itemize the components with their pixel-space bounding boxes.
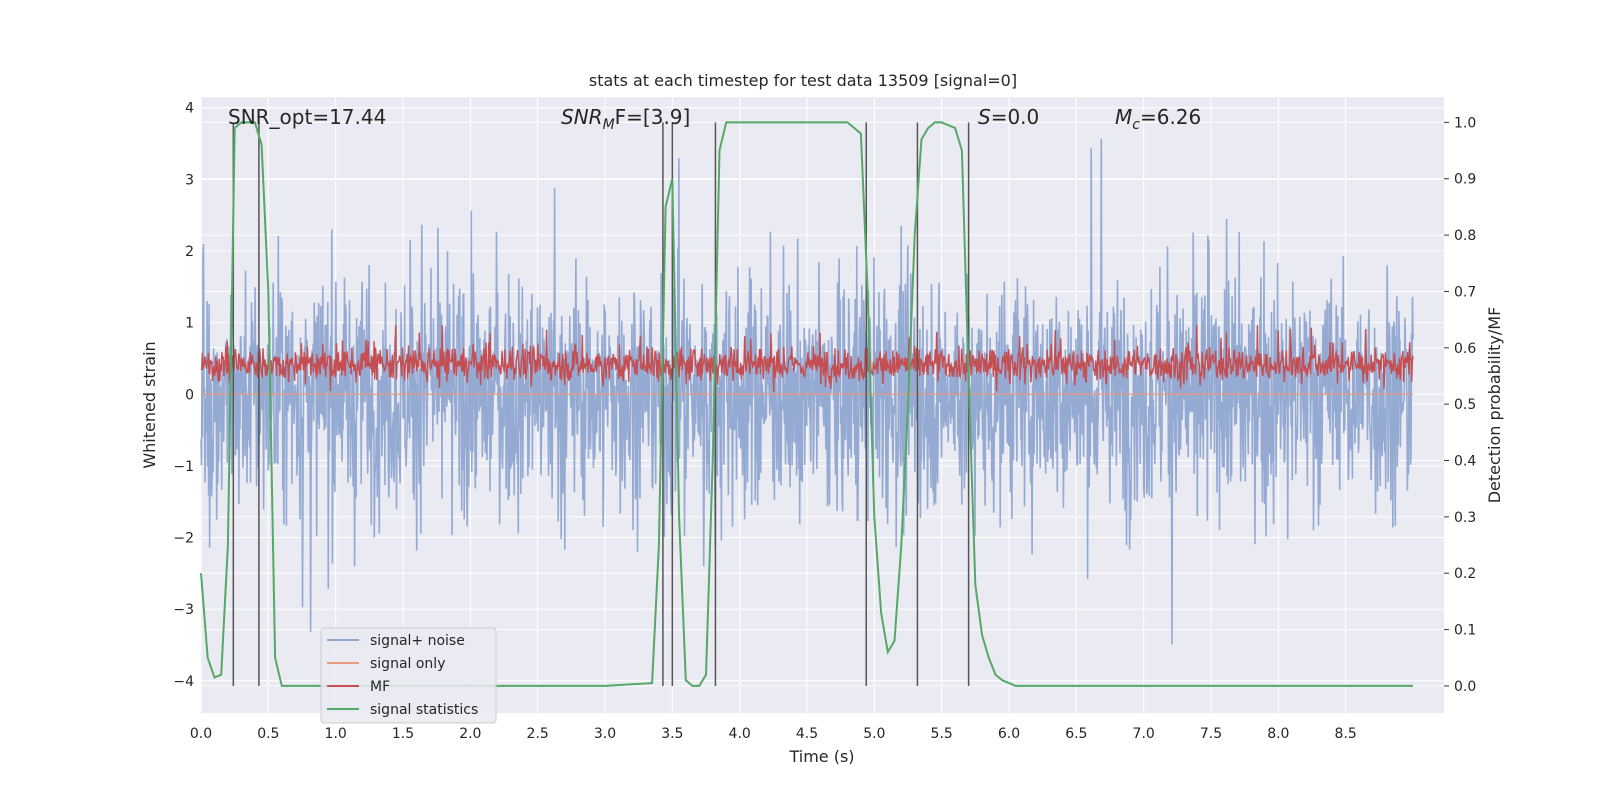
- chart-title: stats at each timestep for test data 135…: [589, 71, 1017, 90]
- mf-line: [200, 325, 1414, 393]
- annotation-s: S=0.0: [978, 105, 1039, 129]
- y-left-tick-label: 4: [185, 101, 194, 117]
- x-tick-label: 3.5: [661, 726, 683, 742]
- annotation-snr-opt: SNR_opt=17.44: [228, 105, 386, 129]
- legend-box: [320, 627, 497, 724]
- y-right-axis-ticks: 1.0 0.9 0.8 0.7 0.6 0.5 0.4 0.3 0.2 0.1 0.0: [1444, 115, 1476, 695]
- y-left-tick-label: 1: [185, 316, 194, 332]
- y-left-tick-label: −2: [173, 531, 194, 547]
- x-tick-label: 5.5: [931, 726, 953, 742]
- mf-series: [200, 325, 1414, 393]
- x-tick-label: 4.5: [796, 726, 818, 742]
- y-right-tick-label: 0.6: [1454, 341, 1476, 357]
- legend-label-signal-plus-noise: signal+ noise: [370, 633, 465, 649]
- snr-mf-sub: M: [603, 117, 615, 133]
- x-tick-label: 5.0: [863, 726, 885, 742]
- y-left-tick-label: 0: [185, 387, 194, 403]
- x-tick-label: 8.5: [1335, 726, 1357, 742]
- y-right-tick-label: 0.1: [1454, 623, 1476, 639]
- annotation-mc: Mc=6.26: [1115, 105, 1201, 133]
- snr-mf-rest: F=[3.9]: [615, 105, 691, 129]
- signal-plus-noise-line: [200, 138, 1414, 645]
- y-left-tick-label: −4: [173, 674, 194, 690]
- vertical-markers: [232, 122, 970, 686]
- x-tick-label: 1.0: [325, 726, 347, 742]
- snr-mf-base: SNR: [561, 105, 603, 129]
- x-tick-label: 4.0: [729, 726, 751, 742]
- x-tick-label: 0.0: [190, 726, 212, 742]
- signal-statistics-series: [200, 121, 1413, 687]
- y-right-tick-label: 0.8: [1454, 228, 1476, 244]
- legend-label-signal-statistics: signal statistics: [370, 702, 478, 718]
- x-tick-label: 1.5: [392, 726, 414, 742]
- y-right-tick-label: 1.0: [1454, 115, 1476, 131]
- x-tick-label: 2.0: [459, 726, 481, 742]
- y-right-tick-label: 0.0: [1454, 679, 1476, 695]
- mc-rest: =6.26: [1140, 105, 1201, 129]
- mc-sub: c: [1132, 117, 1140, 133]
- y-right-tick-label: 0.2: [1454, 566, 1476, 582]
- x-tick-label: 3.0: [594, 726, 616, 742]
- y-right-tick-label: 0.9: [1454, 172, 1476, 188]
- y-left-tick-label: 3: [185, 172, 194, 188]
- s-rest: =0.0: [991, 105, 1040, 129]
- y-left-tick-label: −1: [173, 459, 194, 475]
- x-axis-label: Time (s): [788, 747, 854, 766]
- x-tick-label: 6.0: [998, 726, 1020, 742]
- annotation-snr-mf: SNRMF=[3.9]: [561, 105, 690, 133]
- legend-label-mf: MF: [370, 679, 390, 695]
- legend: signal+ noise signal only MF signal stat…: [320, 627, 497, 724]
- x-axis-ticks: 0.0 0.5 1.0 1.5 2.0 2.5 3.0 3.5 4.0 4.5 5.0 5.5 6.0 6…: [190, 726, 1357, 742]
- x-tick-label: 6.5: [1065, 726, 1087, 742]
- x-tick-label: 0.5: [257, 726, 279, 742]
- x-tick-label: 7.0: [1133, 726, 1155, 742]
- y-right-tick-label: 0.5: [1454, 397, 1476, 413]
- signal-plus-noise-series: [200, 138, 1414, 645]
- x-tick-label: 8.0: [1267, 726, 1289, 742]
- s-italic: S: [978, 105, 991, 129]
- legend-label-signal-only: signal only: [370, 656, 445, 672]
- y-left-axis-label: Whitened strain: [140, 341, 159, 468]
- signal-statistics-line: [200, 121, 1413, 687]
- y-right-axis-label: Detection probability/MF: [1485, 307, 1504, 504]
- x-tick-label: 2.5: [527, 726, 549, 742]
- y-left-tick-label: 2: [185, 244, 194, 260]
- y-left-tick-label: −3: [173, 602, 194, 618]
- y-right-tick-label: 0.4: [1454, 454, 1476, 470]
- y-right-tick-label: 0.7: [1454, 284, 1476, 300]
- y-left-axis-ticks: 4 3 2 1 0 −1 −2 −3 −4: [173, 101, 194, 690]
- x-tick-label: 7.5: [1200, 726, 1222, 742]
- mc-base: M: [1115, 105, 1132, 129]
- y-right-tick-label: 0.3: [1454, 510, 1476, 526]
